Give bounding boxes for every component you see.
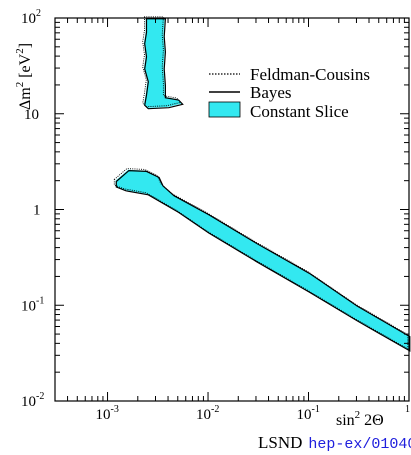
region-fc-contour-lower-band	[113, 168, 409, 350]
legend: Feldman-Cousins Bayes Constant Slice	[208, 65, 370, 121]
legend-label-constant-slice: Constant Slice	[250, 102, 349, 121]
x-tick-label: 10-2	[196, 404, 219, 423]
y-tick-label: 10	[24, 107, 39, 123]
legend-label-feldman-cousins: Feldman-Cousins	[250, 65, 370, 84]
allowed-regions	[113, 16, 411, 352]
region-bayes-contour-lower-band	[115, 169, 411, 352]
region-fill-lower-band	[115, 169, 409, 351]
region-bayes-contour-upper-island	[144, 18, 184, 110]
x-tick-label: 10-3	[96, 404, 119, 423]
y-tick-label: 102	[21, 8, 41, 27]
y-tick-label: 10-2	[21, 391, 44, 410]
region-fc-contour-upper-island	[142, 16, 182, 108]
x-tick-label: 10-1	[297, 404, 320, 423]
x-tick-label: 1	[405, 404, 410, 415]
y-axis-label: Δm2 [eV2]	[14, 43, 34, 110]
legend-label-bayes: Bayes	[250, 83, 292, 102]
axis-ticks	[54, 18, 409, 402]
legend-swatch-constant-slice	[208, 101, 241, 118]
region-fill-upper-island	[143, 18, 182, 108]
y-tick-label: 1	[33, 203, 41, 219]
y-tick-label: 10-1	[21, 295, 44, 314]
tick-labels: 10-3 10-2 10-1 1 10-2 10-1 1 10 102	[21, 8, 410, 423]
x-axis-label: sin2 2Θ	[336, 409, 384, 429]
